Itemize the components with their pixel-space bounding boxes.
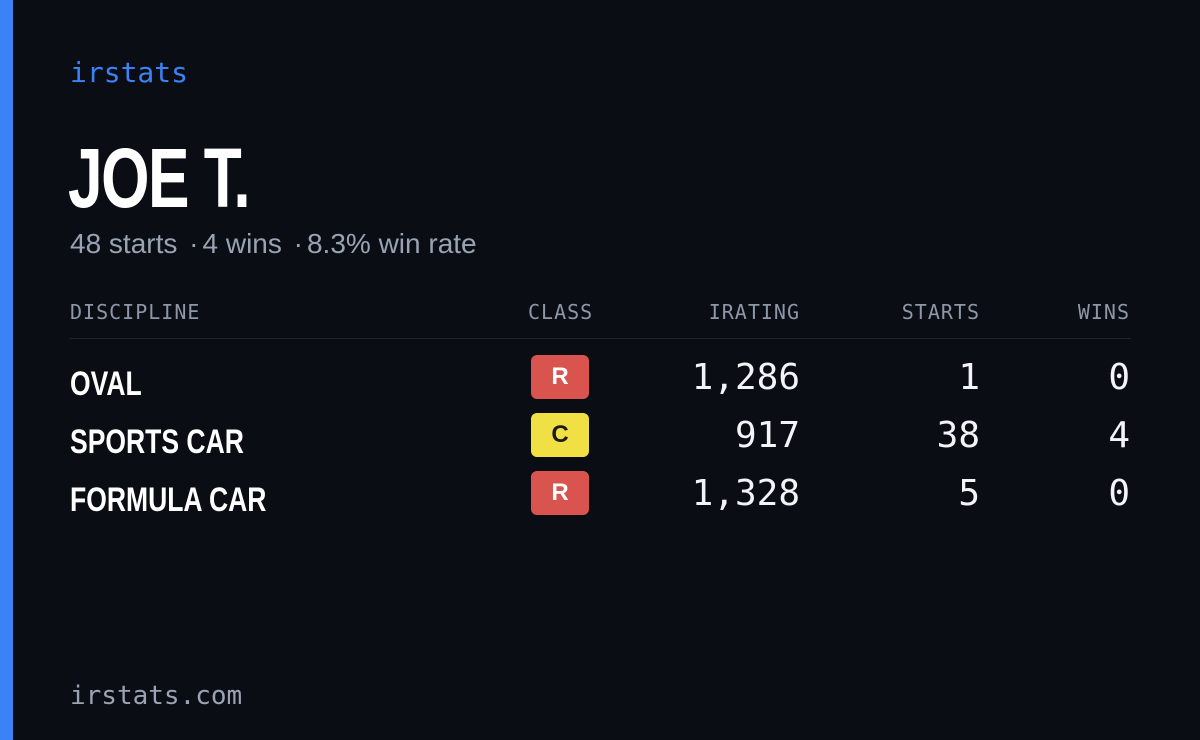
discipline-name: SPORTS CAR — [70, 423, 244, 461]
driver-summary: 48 starts · 4 wins · 8.3% win rate — [70, 228, 477, 260]
table-row: FORMULA CAR R 1,328 5 0 — [70, 455, 1131, 519]
wins-value: 0 — [1108, 473, 1130, 514]
header-wins: WINS — [1077, 300, 1130, 324]
footer-url: irstats.com — [70, 681, 243, 711]
header-discipline: DISCIPLINE — [70, 300, 201, 324]
separator-dot: · — [189, 228, 199, 259]
header-irating: IRATING — [708, 300, 800, 324]
starts-value: 5 — [958, 473, 980, 514]
discipline-name: FORMULA CAR — [70, 481, 267, 519]
accent-bar — [0, 0, 13, 740]
wins-value: 4 — [1108, 415, 1130, 456]
brand-logo: irstats — [70, 56, 189, 89]
class-badge: R — [531, 471, 589, 515]
win-rate-summary: 8.3% win rate — [306, 228, 477, 259]
class-badge: C — [531, 413, 589, 457]
wins-value: 0 — [1108, 357, 1130, 398]
table-row: SPORTS CAR C 917 38 4 — [70, 397, 1131, 461]
header-starts: STARTS — [901, 300, 980, 324]
wins-summary: 4 wins — [202, 228, 282, 259]
discipline-name: OVAL — [70, 365, 142, 403]
table-body: OVAL R 1,286 1 0 SPORTS CAR C 917 38 4 F… — [70, 339, 1131, 519]
irating-value: 1,328 — [691, 473, 800, 514]
table-row: OVAL R 1,286 1 0 — [70, 339, 1131, 403]
driver-name: JOE T. — [68, 131, 251, 225]
starts-summary: 48 starts — [70, 228, 178, 259]
starts-value: 1 — [958, 357, 980, 398]
irating-value: 1,286 — [691, 357, 800, 398]
header-class: CLASS — [528, 300, 594, 324]
table-header: DISCIPLINE CLASS IRATING STARTS WINS — [70, 298, 1131, 339]
starts-value: 38 — [936, 415, 980, 456]
separator-dot: · — [293, 228, 303, 259]
stats-table: DISCIPLINE CLASS IRATING STARTS WINS OVA… — [70, 298, 1131, 519]
irating-value: 917 — [734, 415, 800, 456]
class-badge: R — [531, 355, 589, 399]
